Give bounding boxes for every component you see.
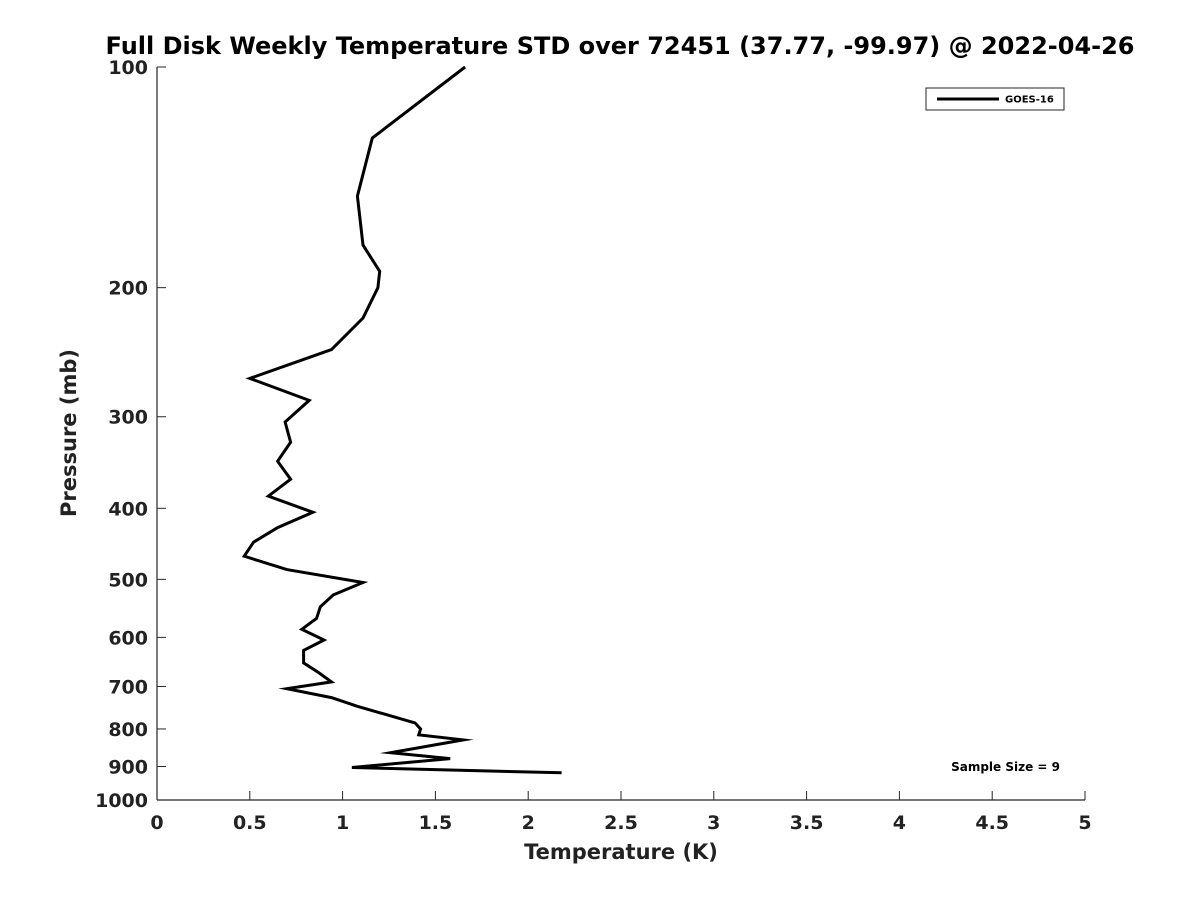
x-tick-label: 2.5: [604, 812, 638, 834]
chart-title: Full Disk Weekly Temperature STD over 72…: [106, 32, 1135, 60]
y-tick-label: 500: [108, 569, 148, 591]
y-tick-label: 1000: [95, 790, 148, 812]
y-axis-label: Pressure (mb): [57, 349, 81, 517]
y-tick-label: 100: [108, 57, 148, 79]
series-line-goes-16: [241, 65, 562, 775]
y-tick-label: 800: [108, 719, 148, 741]
x-axis-ticks: 0 0.5 1 1.5 2 2.5 3 3.5 4 4.5 5: [150, 791, 1092, 834]
y-tick-label: 200: [108, 278, 148, 300]
x-tick-label: 0: [150, 812, 163, 834]
x-tick-label: 2: [522, 812, 535, 834]
x-axis-label: Temperature (K): [524, 840, 718, 864]
x-tick-label: 1.5: [419, 812, 453, 834]
y-tick-label: 400: [108, 498, 148, 520]
y-tick-label: 300: [108, 407, 148, 429]
x-tick-label: 3.5: [790, 812, 824, 834]
legend-label-goes-16: GOES-16: [1005, 95, 1054, 106]
y-tick-label: 700: [108, 676, 148, 698]
x-tick-label: 1: [336, 812, 349, 834]
x-tick-label: 3: [707, 812, 720, 834]
legend: GOES-16: [925, 87, 1065, 111]
x-tick-label: 4.5: [975, 812, 1009, 834]
x-tick-label: 0.5: [233, 812, 267, 834]
sample-size-annotation: Sample Size = 9: [951, 760, 1060, 774]
x-tick-label: 5: [1078, 812, 1091, 834]
y-tick-label: 900: [108, 756, 148, 778]
x-tick-label: 4: [893, 812, 906, 834]
y-axis-ticks: 100 200 300 400 500 600 700 800 900 1000: [95, 57, 166, 812]
series-layer: [241, 65, 562, 775]
y-tick-label: 600: [108, 627, 148, 649]
